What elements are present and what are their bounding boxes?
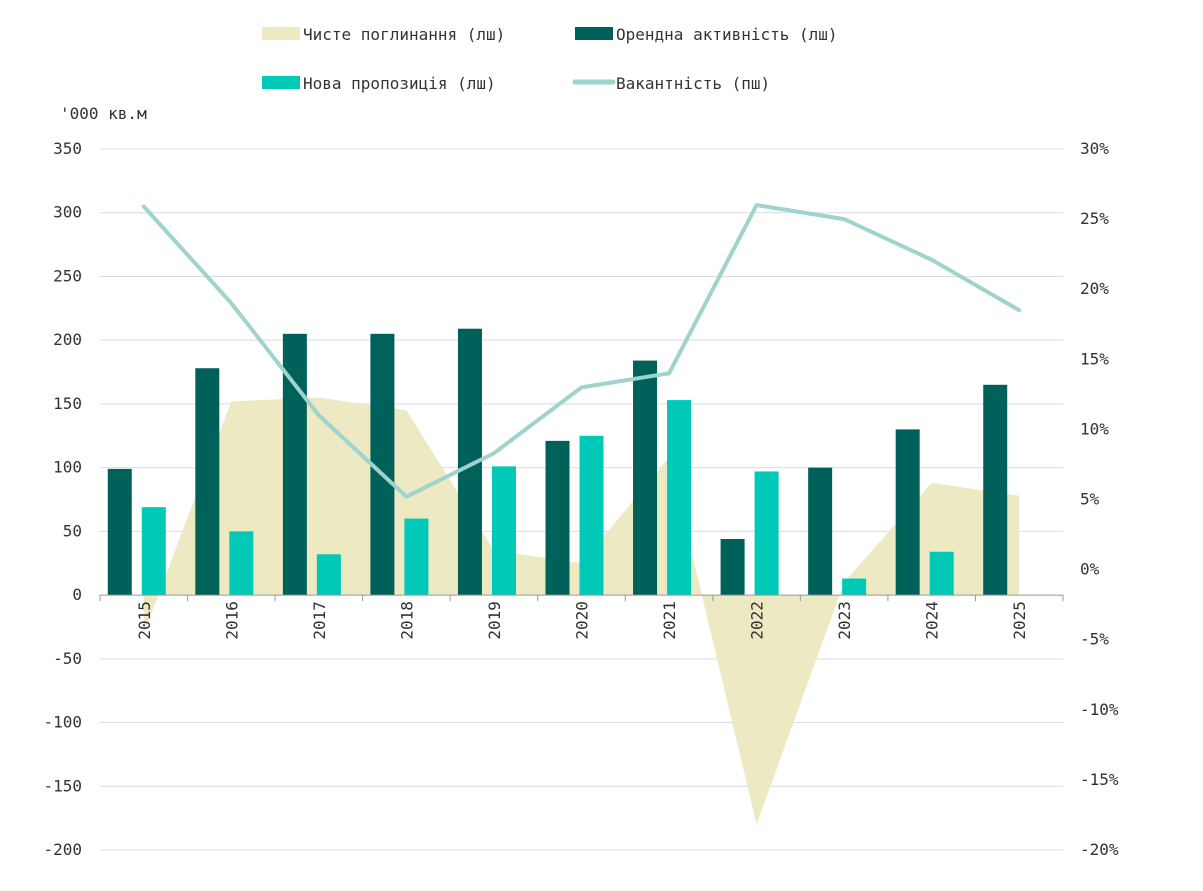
legend: Чисте поглинання (лш) Орендна активність… — [262, 25, 838, 93]
bar-new-supply — [404, 518, 429, 596]
bar-leasing-activity — [720, 539, 745, 596]
y-tick-label: 50 — [63, 521, 82, 540]
bar-new-supply — [229, 531, 254, 596]
y-tick-label: 350 — [53, 139, 82, 158]
x-tick-label: 2018 — [397, 601, 416, 640]
net-absorption-area — [143, 397, 1020, 825]
bar-leasing-activity — [195, 368, 220, 596]
bar-new-supply — [141, 507, 166, 596]
x-tick-label: 2023 — [835, 601, 854, 640]
legend-swatch-leasing-activity — [575, 27, 613, 40]
tick-labels-group: 350 300 250 200 150 100 50 0 -50 -100 -150 -200 30% 2… — [43, 139, 1118, 859]
bar-new-supply — [929, 551, 954, 596]
vacancy-line — [141, 203, 1022, 499]
bar-leasing-activity — [983, 384, 1008, 596]
x-tick-label: 2019 — [485, 601, 504, 640]
y2-tick-label: 0% — [1080, 560, 1100, 579]
legend-label-new-supply: Нова пропозиція (лш) — [303, 74, 496, 93]
y2-tick-label: 20% — [1080, 279, 1109, 298]
y2-tick-label: -15% — [1080, 770, 1119, 789]
legend-swatch-new-supply — [262, 76, 300, 89]
y-tick-label: -100 — [43, 713, 82, 732]
vacancy-line-group — [141, 203, 1022, 499]
y-tick-label: -50 — [53, 649, 82, 668]
bar-new-supply — [491, 466, 516, 596]
y-tick-label: 100 — [53, 458, 82, 477]
y-tick-label: 300 — [53, 203, 82, 222]
y2-tick-label: 15% — [1080, 349, 1109, 368]
y2-tick-label: 25% — [1080, 209, 1109, 228]
y-tick-label: 150 — [53, 394, 82, 413]
y2-tick-label: -10% — [1080, 700, 1119, 719]
legend-label-leasing-activity: Орендна активність (лш) — [616, 25, 838, 44]
axes-group — [99, 594, 1064, 602]
legend-label-vacancy: Вакантність (пш) — [616, 74, 770, 93]
y2-tick-label: -5% — [1080, 630, 1109, 649]
y2-tick-label: 5% — [1080, 490, 1100, 509]
bar-leasing-activity — [808, 467, 833, 596]
bar-leasing-activity — [633, 360, 658, 596]
bar-new-supply — [667, 400, 692, 596]
legend-swatch-net-absorption — [262, 27, 300, 40]
legend-label-net-absorption: Чисте поглинання (лш) — [303, 25, 505, 44]
x-tick-label: 2020 — [573, 601, 592, 640]
x-tick-label: 2024 — [923, 601, 942, 640]
y-tick-label: -150 — [43, 776, 82, 795]
bar-new-supply — [316, 554, 341, 596]
y-tick-label: 250 — [53, 266, 82, 285]
bar-new-supply — [754, 471, 779, 596]
x-tick-label: 2015 — [135, 601, 154, 640]
x-tick-label: 2025 — [1010, 601, 1029, 640]
bar-leasing-activity — [545, 440, 570, 596]
y2-tick-label: 10% — [1080, 419, 1109, 438]
y-tick-label: -200 — [43, 840, 82, 859]
x-tick-label: 2021 — [660, 601, 679, 640]
bar-leasing-activity — [107, 468, 132, 596]
y2-tick-label: 30% — [1080, 139, 1109, 158]
net-absorption-area-group — [143, 397, 1020, 825]
y-tick-label: 200 — [53, 330, 82, 349]
y2-tick-label: -20% — [1080, 840, 1119, 859]
x-tick-label: 2017 — [310, 601, 329, 640]
x-tick-label: 2016 — [222, 601, 241, 640]
bar-leasing-activity — [895, 429, 920, 596]
bar-new-supply — [842, 578, 867, 596]
y-axis-unit-label: '000 кв.м — [60, 104, 147, 123]
y-tick-label: 0 — [72, 585, 82, 604]
bar-new-supply — [579, 435, 604, 596]
x-tick-label: 2022 — [748, 601, 767, 640]
